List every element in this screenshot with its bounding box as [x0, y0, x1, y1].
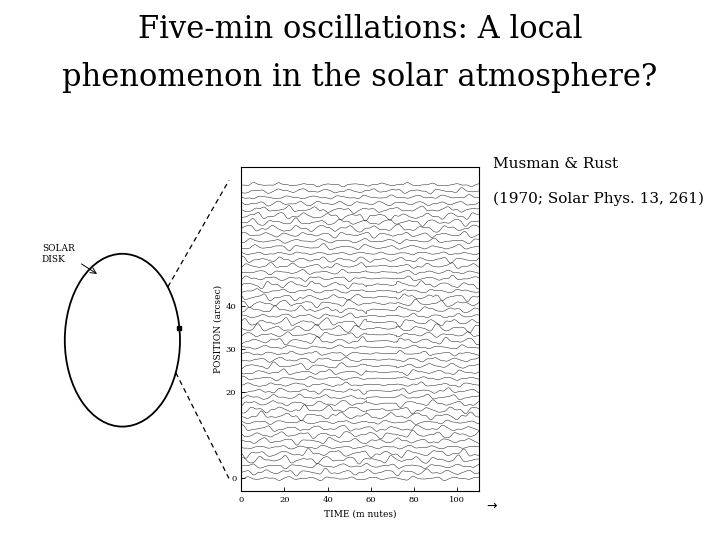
Text: phenomenon in the solar atmosphere?: phenomenon in the solar atmosphere?: [63, 62, 657, 93]
Text: Musman & Rust: Musman & Rust: [493, 157, 618, 171]
X-axis label: TIME (m nutes): TIME (m nutes): [324, 510, 396, 519]
Y-axis label: POSITION (arcsec): POSITION (arcsec): [214, 285, 222, 374]
Text: Five-min oscillations: A local: Five-min oscillations: A local: [138, 14, 582, 44]
Text: SOLAR
DISK: SOLAR DISK: [42, 244, 74, 264]
Text: (1970; Solar Phys. 13, 261): (1970; Solar Phys. 13, 261): [493, 192, 704, 206]
Text: →: →: [486, 500, 497, 513]
